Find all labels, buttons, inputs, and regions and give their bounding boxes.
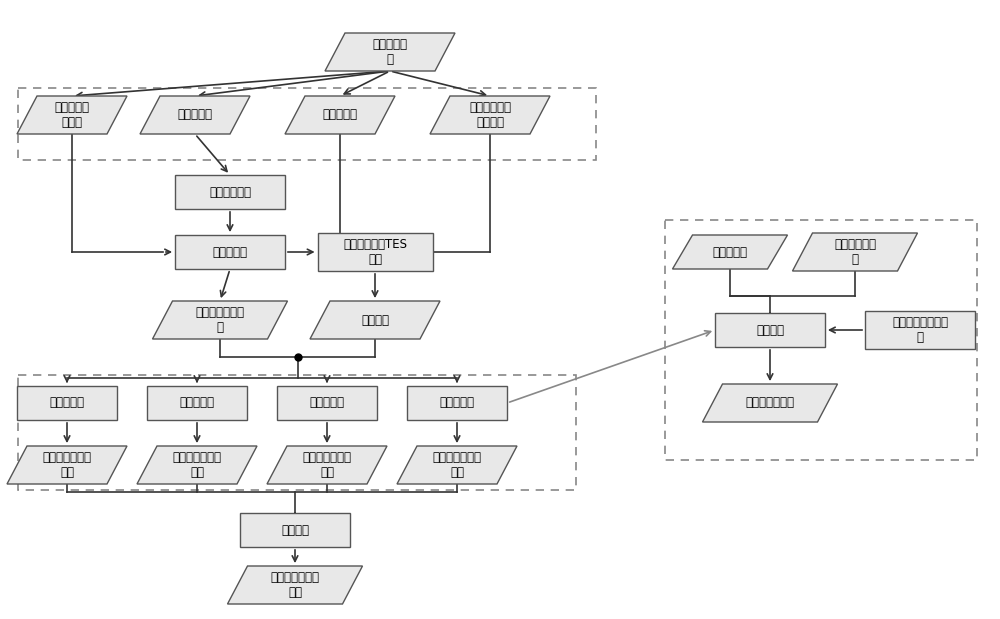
Bar — [240, 513, 350, 547]
Polygon shape — [140, 96, 250, 134]
Polygon shape — [152, 301, 288, 339]
Bar — [175, 235, 285, 269]
Text: 多波段方法: 多波段方法 — [50, 397, 84, 410]
Polygon shape — [310, 301, 440, 339]
Text: 算法评测: 算法评测 — [756, 324, 784, 337]
Polygon shape — [702, 384, 838, 422]
Bar — [865, 311, 975, 349]
Polygon shape — [137, 446, 257, 484]
Bar — [715, 313, 825, 347]
Polygon shape — [7, 446, 127, 484]
Text: 分裂窗算法或TES
算法: 分裂窗算法或TES 算法 — [343, 238, 407, 266]
Bar — [18, 88, 596, 160]
Polygon shape — [792, 233, 918, 271]
Polygon shape — [228, 566, 362, 604]
Text: 贝叶斯模型平均方
法: 贝叶斯模型平均方 法 — [892, 316, 948, 344]
Text: 数据融合: 数据融合 — [281, 524, 309, 537]
Text: 多像元方法: 多像元方法 — [180, 397, 214, 410]
Polygon shape — [17, 96, 127, 134]
Bar — [18, 375, 576, 490]
Text: 热红外观测: 热红外观测 — [322, 108, 358, 121]
Polygon shape — [430, 96, 550, 134]
Text: 可见光观测: 可见光观测 — [178, 108, 212, 121]
Bar — [147, 386, 247, 420]
Text: 土壤和植被反演
结果: 土壤和植被反演 结果 — [173, 451, 222, 479]
Text: 多角度方法: 多角度方法 — [310, 397, 344, 410]
Bar — [407, 386, 507, 420]
Text: 算法的权重因子: 算法的权重因子 — [746, 397, 794, 410]
Text: 遥感观测数
据: 遥感观测数 据 — [372, 38, 408, 66]
Text: 土壤和植被反演
结果: 土壤和植被反演 结果 — [302, 451, 352, 479]
Text: 像元组分的发射
率: 像元组分的发射 率 — [196, 306, 244, 334]
Text: 地面测量数据
集: 地面测量数据 集 — [834, 238, 876, 266]
Bar — [665, 220, 977, 460]
Text: 多时相方法: 多时相方法 — [440, 397, 475, 410]
Bar — [175, 175, 285, 209]
Text: 地表的覆盖度: 地表的覆盖度 — [209, 186, 251, 199]
Text: 模拟数据集: 模拟数据集 — [712, 246, 748, 259]
Text: 像元亮温: 像元亮温 — [361, 313, 389, 326]
Polygon shape — [285, 96, 395, 134]
Polygon shape — [267, 446, 387, 484]
Text: 土壤和植被反演
结果: 土壤和植被反演 结果 — [270, 571, 320, 599]
Text: 土壤和植被反演
结果: 土壤和植被反演 结果 — [432, 451, 482, 479]
Polygon shape — [397, 446, 517, 484]
Bar — [17, 386, 117, 420]
Text: 土壤和植被
发射率: 土壤和植被 发射率 — [54, 101, 90, 129]
Text: 土壤和植被反演
结果: 土壤和植被反演 结果 — [42, 451, 92, 479]
Text: 云掩膜、地表
水汽产品: 云掩膜、地表 水汽产品 — [469, 101, 511, 129]
Bar — [318, 233, 432, 271]
Polygon shape — [672, 235, 788, 269]
Bar — [277, 386, 377, 420]
Polygon shape — [325, 33, 455, 71]
Text: 像元发射率: 像元发射率 — [212, 246, 248, 259]
